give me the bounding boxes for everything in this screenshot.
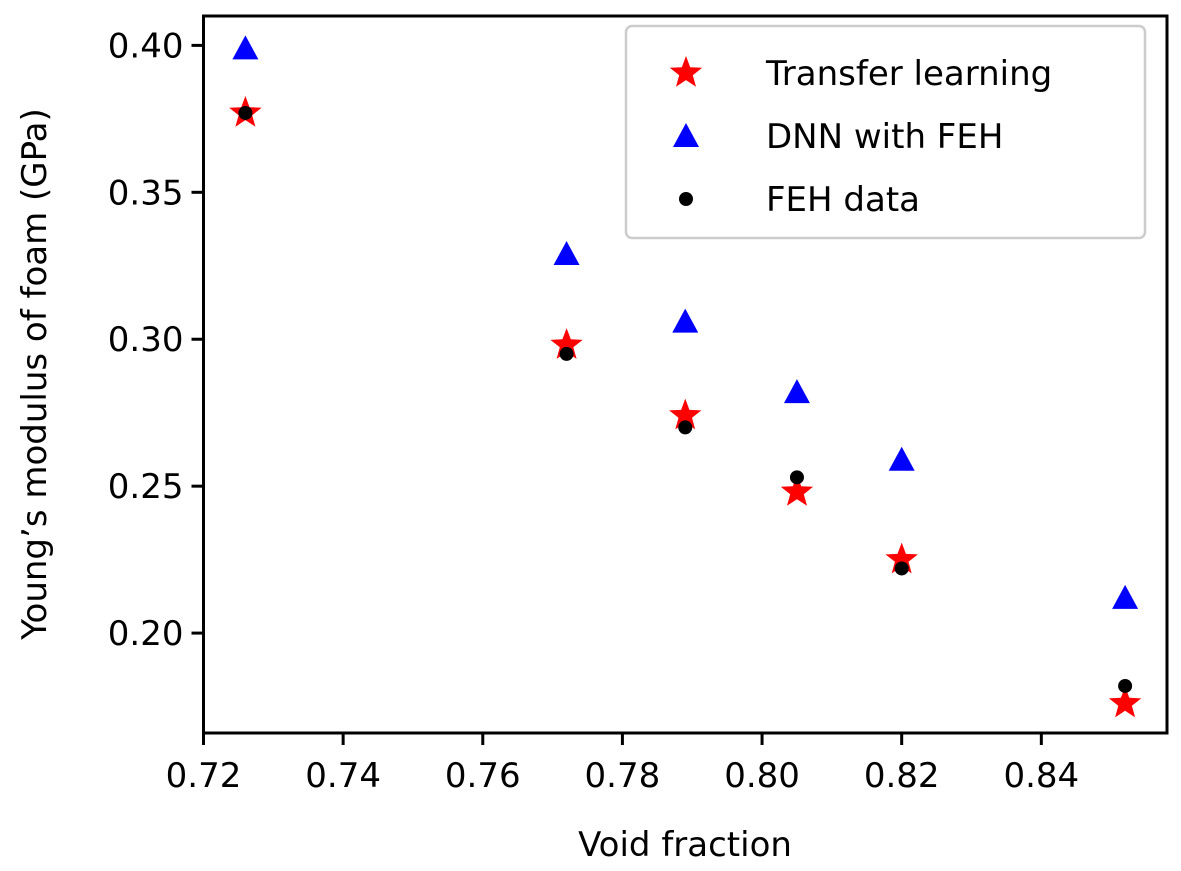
triangle-point [672,308,699,333]
data-marks [229,35,1142,718]
circle-point [1118,678,1133,693]
triangle-point [232,35,259,60]
circle-point [894,561,909,576]
x-tick-label: 0.84 [1003,756,1079,796]
legend-box [624,24,1147,240]
star-point [550,328,583,359]
y-tick-label: 0.30 [108,320,184,360]
star-point [669,398,702,430]
x-axis-label: Void fraction [578,825,792,865]
star-point [885,542,918,574]
circle-point [678,420,693,435]
y-axis-label: Young’s modulus of foam (GPa) [15,108,55,640]
x-tick-label: 0.72 [166,756,242,796]
x-tick-label: 0.78 [585,756,661,796]
y-tick-label: 0.20 [108,614,184,654]
triangle-point [553,241,580,266]
x-axis: 0.72 0.74 0.76 0.78 0.80 0.82 0.84 [166,733,1079,796]
triangle-point [783,379,810,404]
circle-point [238,105,253,120]
x-tick-label: 0.74 [305,756,381,796]
y-tick-label: 0.25 [108,467,184,507]
y-axis: 0.20 0.25 0.30 0.35 0.40 [108,26,204,654]
star-point [1108,686,1142,718]
triangle-point [1112,584,1139,609]
y-tick-label: 0.35 [108,173,184,213]
legend-label: DNN with FEH [766,117,1003,157]
triangle-point [888,446,915,471]
circle-point [559,346,574,361]
x-tick-label: 0.76 [445,756,521,796]
legend: Transfer learning DNN with FEH FEH data [624,24,1147,240]
star-point [780,475,814,506]
legend-triangle-icon [673,123,699,147]
legend-star-icon [669,56,703,87]
legend-circle-icon [679,192,693,206]
plot-frame [202,14,1169,735]
legend-label: FEH data [766,180,920,220]
x-tick-label: 0.82 [864,756,940,796]
x-tick-label: 0.80 [724,756,800,796]
y-tick-label: 0.40 [108,26,184,66]
legend-label: Transfer learning [765,54,1052,94]
circle-point [789,470,804,485]
